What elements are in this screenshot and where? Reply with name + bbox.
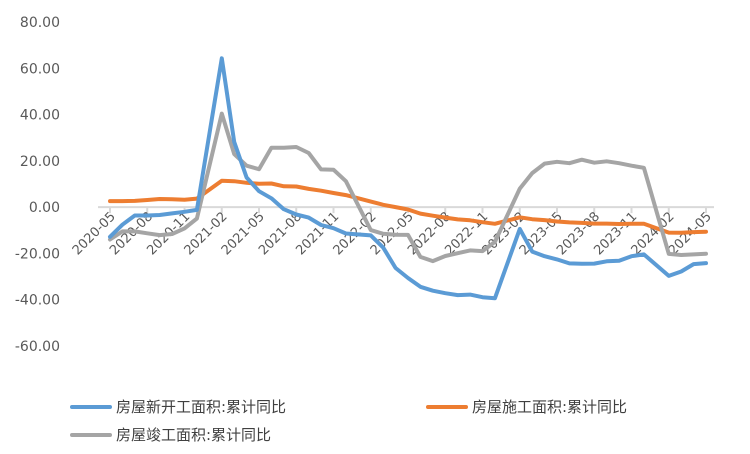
y-tick-label: 60.00 xyxy=(20,61,60,77)
y-tick-label: -60.00 xyxy=(15,339,60,355)
y-tick-label: 20.00 xyxy=(20,154,60,170)
legend: 房屋新开工面积:累计同比 房屋施工面积:累计同比 房屋竣工面积:累计同比 xyxy=(70,398,627,444)
y-axis: 80.00 60.00 40.00 20.00 0.00 -20.00 -40.00 -60.… xyxy=(15,15,60,355)
series-lines xyxy=(108,56,708,301)
y-tick-label: 0.00 xyxy=(29,200,60,216)
series-line-1 xyxy=(108,178,708,235)
y-tick-label: -20.00 xyxy=(15,246,60,262)
legend-label-under-construction: 房屋施工面积:累计同比 xyxy=(472,398,627,416)
series-line-2 xyxy=(108,111,708,264)
y-tick-label: -40.00 xyxy=(15,293,60,309)
y-tick-label: 40.00 xyxy=(20,108,60,124)
legend-label-completions: 房屋竣工面积:累计同比 xyxy=(116,426,271,444)
y-tick-label: 80.00 xyxy=(20,15,60,31)
series-line-0 xyxy=(108,56,708,301)
legend-label-new-starts: 房屋新开工面积:累计同比 xyxy=(116,398,286,416)
